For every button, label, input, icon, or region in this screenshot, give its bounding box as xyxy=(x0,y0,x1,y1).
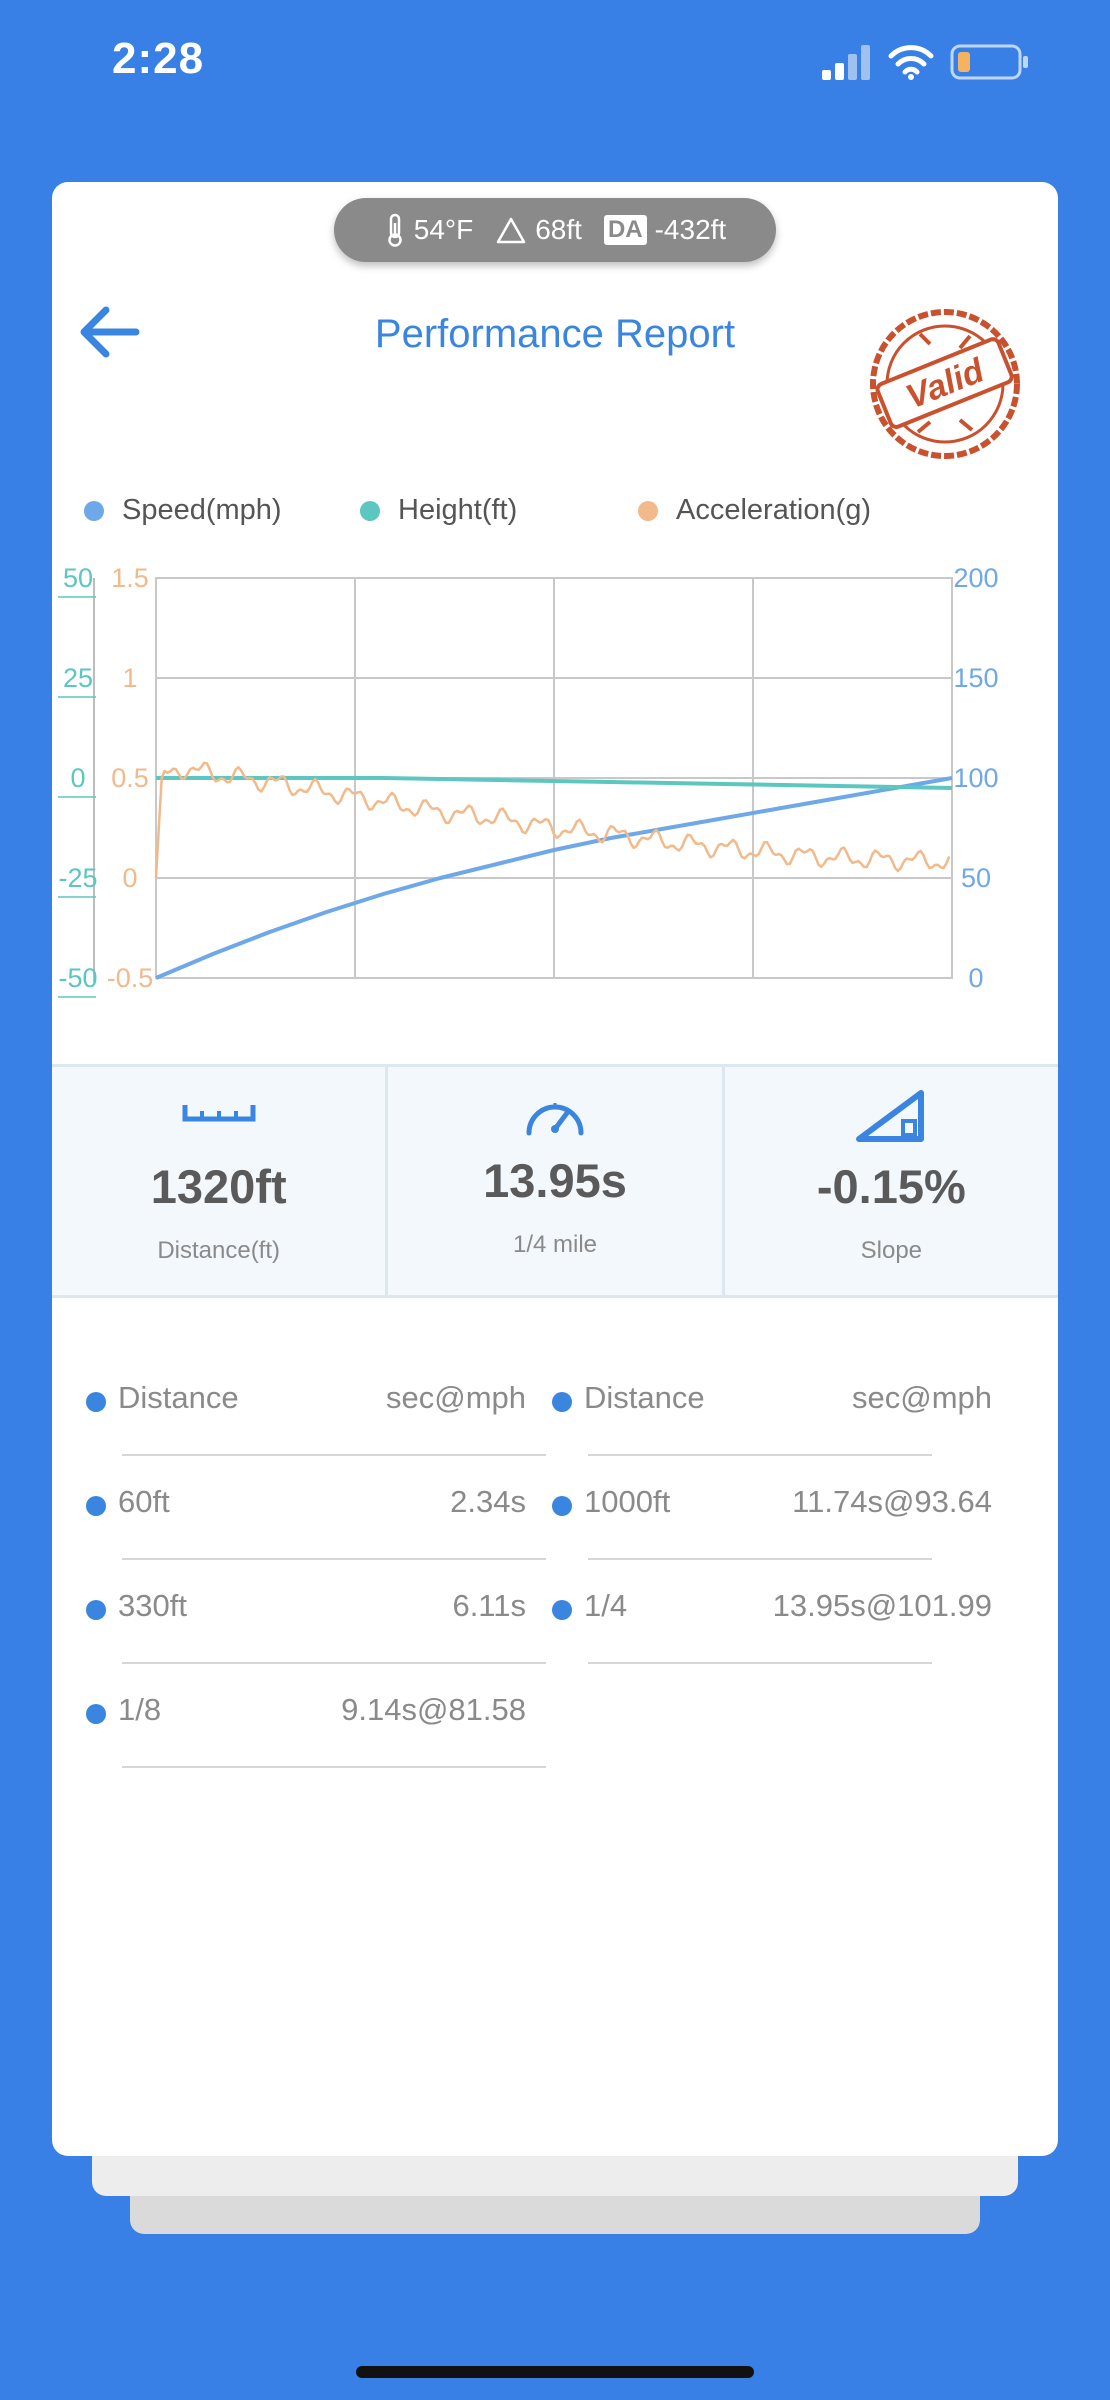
splits-header-name: Distance xyxy=(584,1380,705,1415)
acceleration-tick-label: 1.5 xyxy=(111,563,149,593)
acceleration-series-line xyxy=(154,761,951,879)
split-value: 11.74s@93.64 xyxy=(792,1484,992,1519)
split-value: 6.11s xyxy=(452,1588,526,1623)
splits-header-left: Distance sec@mph xyxy=(86,1372,546,1476)
height-tick-label: 0 xyxy=(70,763,85,793)
environment-pill: 54°F 68ft DA -432ft xyxy=(334,198,776,262)
home-indicator xyxy=(356,2366,754,2378)
battery-icon xyxy=(950,44,1028,80)
acceleration-tick-label: 0.5 xyxy=(111,763,149,793)
speed-tick-label: 150 xyxy=(953,663,998,693)
row-divider xyxy=(588,1454,932,1456)
bullet-dot xyxy=(552,1392,572,1412)
altitude-value: 68ft xyxy=(535,214,582,245)
valid-stamp: Valid xyxy=(870,309,1020,459)
stat-slope-label: Slope xyxy=(860,1237,923,1264)
split-row-quarter: 1/4 13.95s@101.99 xyxy=(552,1580,992,1684)
split-row-eighth: 1/8 9.14s@81.58 xyxy=(86,1684,546,1788)
legend-acceleration-label: Acceleration(g) xyxy=(676,494,872,526)
splits-header-right: Distance sec@mph xyxy=(552,1372,992,1476)
stat-quarter-mile-value: 13.95s xyxy=(483,1154,627,1207)
row-divider xyxy=(122,1662,546,1664)
altitude-item: 68ft xyxy=(495,214,582,246)
stat-quarter-mile-label: 1/4 mile xyxy=(512,1231,598,1258)
speed-tick-label: 100 xyxy=(953,763,998,793)
splits-header-value: sec@mph xyxy=(385,1380,526,1415)
height-tick-label: 50 xyxy=(63,563,93,593)
da-badge: DA xyxy=(603,215,647,245)
bullet-dot xyxy=(552,1600,572,1620)
stats-row: 1320ft Distance(ft) 13.95s 1/4 mile -0.1… xyxy=(52,1064,1058,1298)
status-icons xyxy=(820,42,1040,82)
speed-tick-label: 50 xyxy=(961,863,991,893)
split-name: 1/8 xyxy=(118,1692,162,1727)
bullet-dot xyxy=(86,1496,106,1516)
wifi-icon xyxy=(888,45,934,80)
legend-height-label: Height(ft) xyxy=(398,494,518,526)
height-tick-label: -25 xyxy=(58,863,97,893)
chart-legend: Speed(mph) Height(ft) Acceleration(g) xyxy=(52,494,1058,534)
bullet-dot xyxy=(86,1704,106,1724)
back-arrow-icon[interactable] xyxy=(74,302,144,362)
stat-distance-value: 1320ft xyxy=(150,1160,287,1213)
bullet-dot xyxy=(552,1496,572,1516)
legend-acceleration: Acceleration(g) xyxy=(638,494,871,527)
speed-tick-label: 200 xyxy=(953,563,998,593)
row-divider xyxy=(588,1662,932,1664)
row-divider xyxy=(122,1766,546,1768)
split-row-330ft: 330ft 6.11s xyxy=(86,1580,546,1684)
height-series-line xyxy=(156,776,953,790)
acceleration-tick-label: -0.5 xyxy=(107,963,154,993)
status-time: 2:28 xyxy=(112,34,205,83)
height-tick-label: 25 xyxy=(63,663,93,693)
speed-series-line xyxy=(155,776,953,980)
stat-quarter-mile: 13.95s 1/4 mile xyxy=(385,1067,721,1295)
ruler-icon xyxy=(182,1105,256,1122)
density-altitude-item: DA -432ft xyxy=(603,214,727,246)
splits-header-value: sec@mph xyxy=(851,1380,992,1415)
legend-speed-dot xyxy=(84,500,104,521)
mountain-icon xyxy=(496,217,526,244)
row-divider xyxy=(588,1558,932,1560)
speedometer-icon xyxy=(526,1103,584,1136)
thermometer-icon xyxy=(388,213,402,247)
row-divider xyxy=(122,1558,546,1560)
speed-tick-label: 0 xyxy=(968,963,983,993)
row-divider xyxy=(122,1454,546,1456)
legend-speed: Speed(mph) xyxy=(84,494,282,527)
split-name: 1000ft xyxy=(584,1484,671,1519)
acceleration-tick-label: 1 xyxy=(122,663,137,693)
split-name: 60ft xyxy=(118,1484,170,1519)
split-value: 9.14s@81.58 xyxy=(341,1692,526,1727)
bullet-dot xyxy=(86,1392,106,1412)
splits-header-name: Distance xyxy=(118,1380,239,1415)
temperature-value: 54°F xyxy=(413,214,474,245)
legend-acceleration-dot xyxy=(638,500,658,521)
stat-slope-value: -0.15% xyxy=(816,1160,966,1213)
temperature-item: 54°F xyxy=(384,213,473,247)
split-value: 2.34s xyxy=(450,1484,526,1519)
slope-icon xyxy=(856,1090,925,1142)
page-title: Performance Report xyxy=(374,312,736,356)
signal-icon xyxy=(822,45,870,80)
height-tick-label: -50 xyxy=(58,963,97,993)
performance-chart: 50 25 0 -25 -50 1.5 1 0.5 0 -0.5 200 150 100 50 0 xyxy=(58,563,999,998)
stat-distance: 1320ft Distance(ft) xyxy=(52,1067,385,1295)
split-value: 13.95s@101.99 xyxy=(772,1588,992,1623)
acceleration-tick-label: 0 xyxy=(122,863,137,893)
split-row-1000ft: 1000ft 11.74s@93.64 xyxy=(552,1476,992,1580)
stat-slope: -0.15% Slope xyxy=(721,1067,1058,1295)
density-altitude-value: -432ft xyxy=(654,214,727,245)
bullet-dot xyxy=(86,1600,106,1620)
report-card: 54°F 68ft DA -432ft Performance Report V… xyxy=(52,182,1058,2156)
split-row-60ft: 60ft 2.34s xyxy=(86,1476,546,1580)
legend-height: Height(ft) xyxy=(360,494,517,527)
stat-distance-label: Distance(ft) xyxy=(157,1237,281,1264)
legend-speed-label: Speed(mph) xyxy=(122,494,282,526)
split-name: 330ft xyxy=(118,1588,187,1623)
split-name: 1/4 xyxy=(584,1588,628,1623)
legend-height-dot xyxy=(360,500,380,521)
